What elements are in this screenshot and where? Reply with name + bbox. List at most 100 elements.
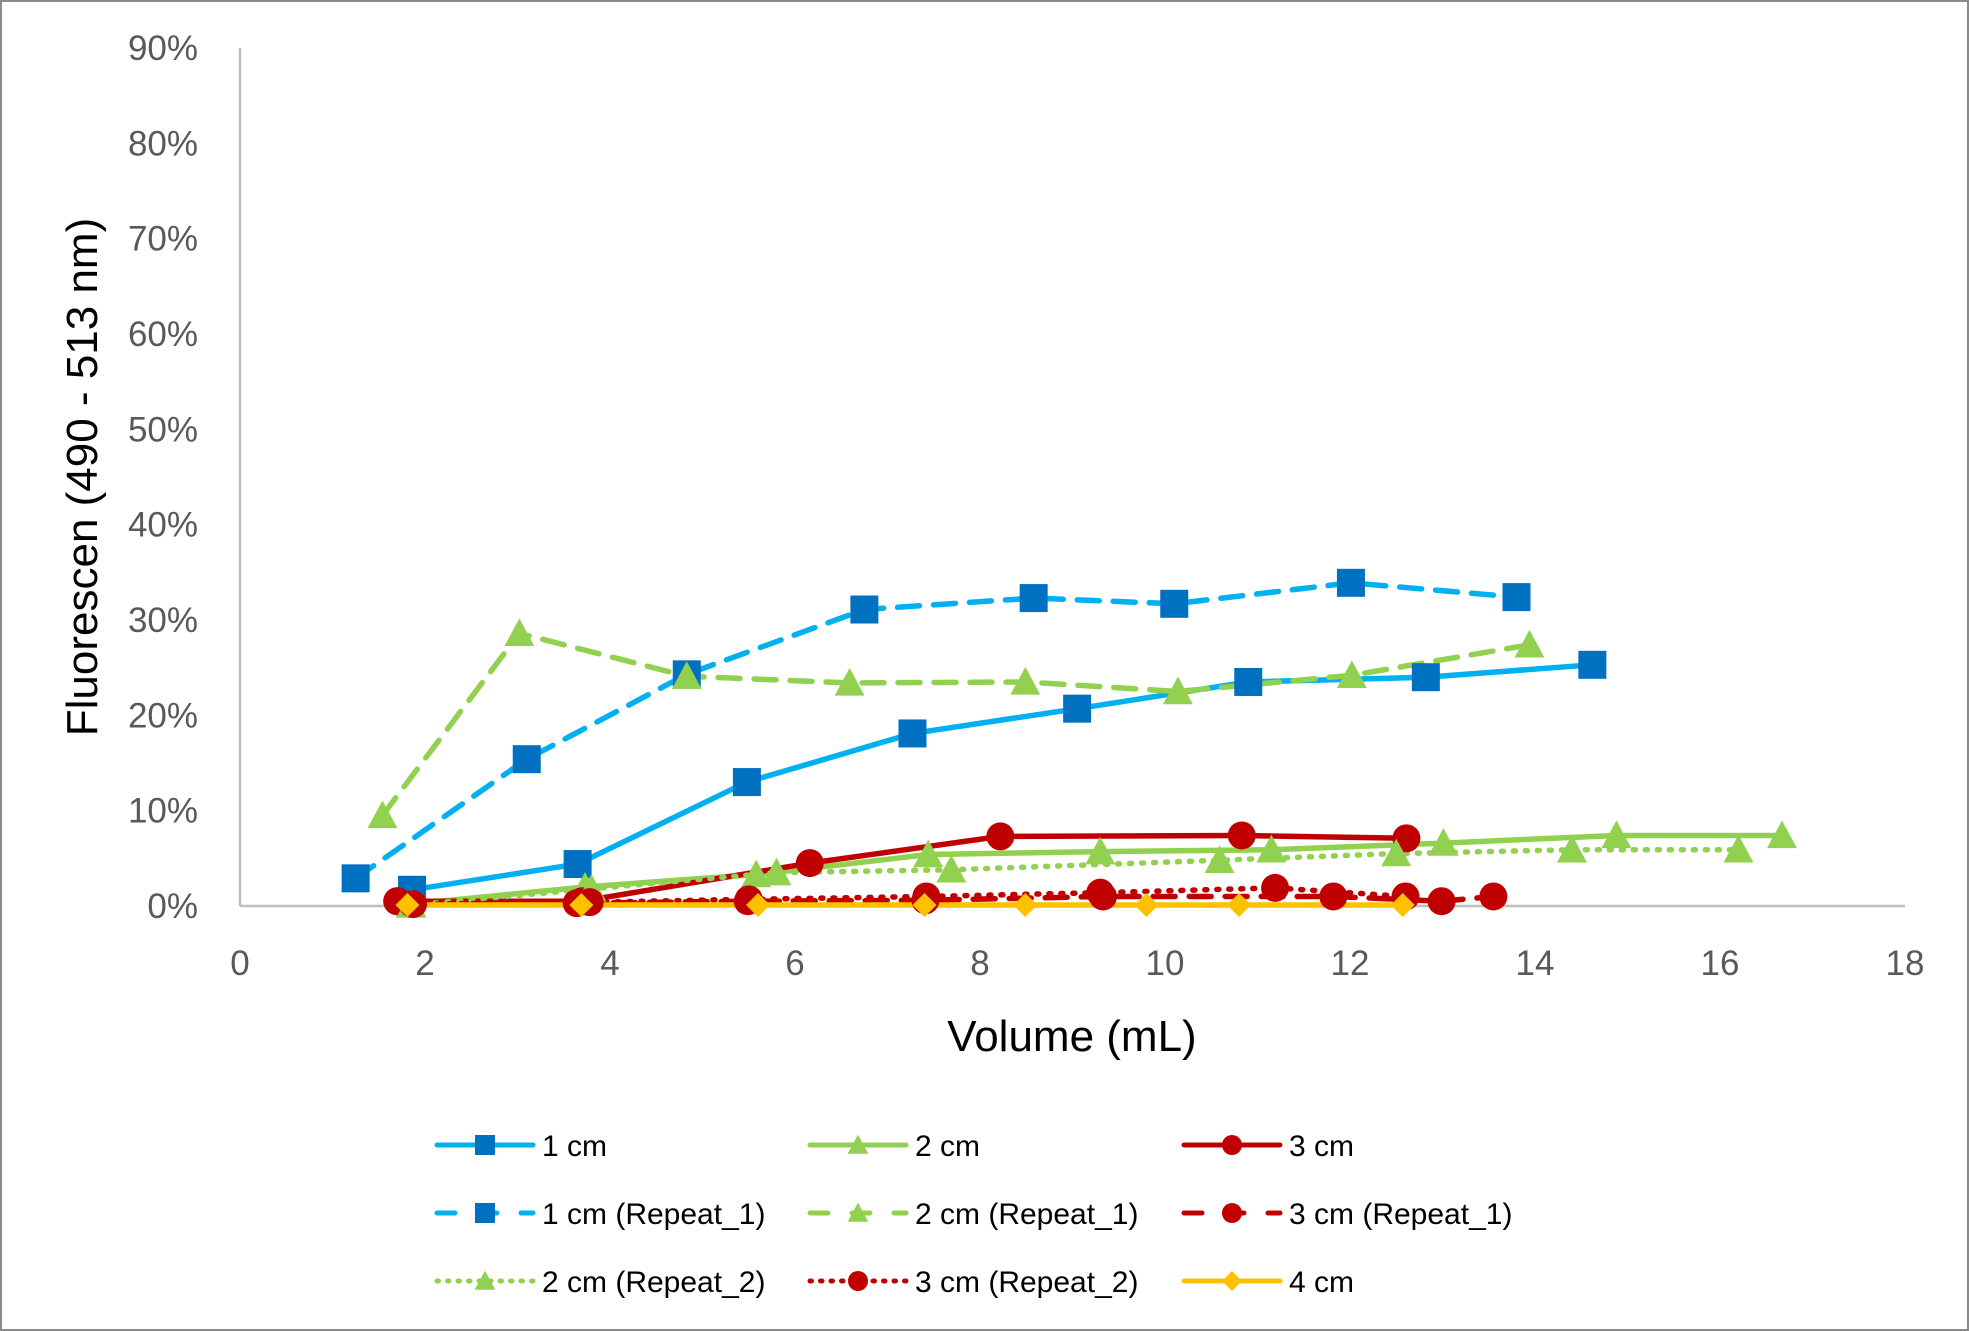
- x-tick-label: 18: [1886, 944, 1925, 983]
- triangle-marker-icon: [1767, 820, 1797, 849]
- x-axis-title: Volume (mL): [947, 1012, 1196, 1061]
- y-tick-label: 0%: [147, 887, 198, 926]
- triangle-marker-icon: [1557, 834, 1587, 863]
- square-marker-icon: [563, 850, 592, 879]
- y-tick-label: 70%: [128, 220, 198, 259]
- series-line-2-cm-repeat-2: [408, 847, 1742, 908]
- legend-label: 3 cm: [1289, 1130, 1354, 1163]
- triangle-marker-icon: [367, 800, 398, 829]
- y-tick-label: 60%: [128, 315, 198, 354]
- circle-marker-icon: [1261, 873, 1290, 902]
- circle-marker-icon: [848, 1271, 868, 1291]
- y-tick-label: 20%: [128, 696, 198, 735]
- triangle-marker-icon: [1336, 660, 1367, 689]
- diamond-marker-icon: [569, 893, 594, 918]
- y-tick-label: 50%: [128, 410, 198, 449]
- square-marker-icon: [1063, 694, 1092, 723]
- legend-label: 2 cm: [915, 1130, 980, 1163]
- square-marker-icon: [732, 768, 761, 797]
- series-line-1-cm: [409, 662, 1596, 893]
- triangle-marker-icon: [936, 854, 967, 883]
- square-marker-icon: [475, 1135, 495, 1155]
- legend-label: 2 cm (Repeat_2): [542, 1266, 765, 1299]
- diamond-marker-icon: [746, 893, 770, 918]
- x-axis-ticks: 0 2 4 6 8 10 12 14 16 18: [230, 944, 1924, 983]
- x-tick-label: 0: [230, 944, 249, 983]
- square-marker-icon: [1234, 667, 1263, 696]
- series-markers-1-cm: [398, 650, 1607, 904]
- legend-label: 3 cm (Repeat_1): [1289, 1198, 1512, 1231]
- triangle-marker-icon: [847, 1202, 869, 1222]
- square-marker-icon: [1336, 568, 1365, 597]
- diamond-marker-icon: [912, 893, 937, 918]
- legend-item-3-cm-repeat-2: 3 cm (Repeat_2): [807, 1266, 1138, 1299]
- circle-marker-icon: [1427, 887, 1456, 916]
- x-tick-label: 16: [1701, 944, 1740, 983]
- square-marker-icon: [898, 719, 927, 748]
- circle-marker-icon: [1222, 1135, 1242, 1155]
- triangle-marker-icon: [671, 661, 702, 689]
- diamond-marker-icon: [1222, 1271, 1242, 1291]
- triangle-marker-icon: [913, 839, 944, 868]
- legend-item-2-cm-repeat-1: 2 cm (Repeat_1): [807, 1198, 1138, 1231]
- square-marker-icon: [1160, 589, 1189, 618]
- triangle-marker-icon: [741, 859, 772, 888]
- square-marker-icon: [341, 864, 370, 893]
- y-tick-label: 40%: [128, 506, 198, 545]
- triangle-marker-icon: [834, 667, 865, 696]
- legend-label: 3 cm (Repeat_2): [915, 1266, 1138, 1299]
- circle-marker-icon: [1227, 821, 1256, 850]
- series-line-1-cm-repeat-1: [352, 580, 1520, 882]
- series-markers: [341, 568, 1797, 919]
- legend-item-4-cm: 4 cm: [1181, 1266, 1354, 1299]
- diamond-marker-icon: [1134, 893, 1159, 918]
- square-marker-icon: [1019, 584, 1048, 613]
- triangle-marker-icon: [1085, 836, 1116, 865]
- y-axis-title: Fluorescen (490 - 513 nm): [58, 218, 107, 736]
- square-marker-icon: [1502, 583, 1531, 612]
- series-line-3-cm-repeat-1: [394, 893, 1497, 906]
- square-marker-icon: [1411, 663, 1440, 692]
- legend-item-1-cm: 1 cm: [434, 1130, 607, 1163]
- triangle-marker-icon: [1256, 834, 1287, 863]
- square-marker-icon: [1578, 650, 1607, 679]
- legend-label: 1 cm (Repeat_1): [542, 1198, 765, 1231]
- x-tick-label: 2: [415, 944, 434, 983]
- y-tick-label: 90%: [128, 29, 198, 68]
- triangle-marker-icon: [1163, 676, 1193, 705]
- square-marker-icon: [512, 745, 541, 774]
- y-axis-ticks: 0% 10% 20% 30% 40% 50% 60% 70% 80% 90%: [128, 29, 198, 926]
- x-tick-label: 4: [600, 944, 619, 983]
- triangle-marker-icon: [1428, 828, 1459, 856]
- triangle-marker-icon: [504, 618, 535, 647]
- triangle-marker-icon: [1601, 820, 1632, 849]
- plot-area: 0% 10% 20% 30% 40% 50% 60% 70% 80% 90% 0 2 4 6 8 10 12 1…: [128, 29, 1925, 983]
- triangle-marker-icon: [1204, 845, 1235, 873]
- diamond-marker-icon: [1013, 893, 1038, 918]
- legend: 1 cm 2 cm 3 cm 1 cm (Repeat_1) 2 cm (Repeat_…: [434, 1130, 1512, 1299]
- circle-marker-icon: [1086, 878, 1115, 907]
- legend-label: 4 cm: [1289, 1266, 1354, 1299]
- triangle-marker-icon: [1514, 629, 1545, 658]
- x-tick-label: 6: [785, 944, 804, 983]
- legend-item-3-cm: 3 cm: [1181, 1130, 1354, 1163]
- diamond-marker-icon: [1390, 893, 1415, 918]
- circle-marker-icon: [795, 849, 824, 878]
- legend-label: 1 cm: [542, 1130, 607, 1163]
- triangle-marker-icon: [474, 1270, 496, 1290]
- triangle-marker-icon: [847, 1134, 869, 1154]
- diamond-marker-icon: [395, 893, 420, 918]
- triangle-marker-icon: [1010, 667, 1041, 695]
- y-tick-label: 80%: [128, 124, 198, 163]
- triangle-marker-icon: [1381, 838, 1412, 867]
- legend-label: 2 cm (Repeat_1): [915, 1198, 1138, 1231]
- diamond-marker-icon: [1227, 893, 1251, 918]
- circle-marker-icon: [1319, 882, 1348, 911]
- y-tick-label: 30%: [128, 601, 198, 640]
- x-tick-label: 12: [1331, 944, 1370, 983]
- x-tick-label: 8: [970, 944, 989, 983]
- series-markers-2-cm-repeat-1: [367, 618, 1545, 829]
- legend-item-3-cm-repeat-1: 3 cm (Repeat_1): [1181, 1198, 1512, 1231]
